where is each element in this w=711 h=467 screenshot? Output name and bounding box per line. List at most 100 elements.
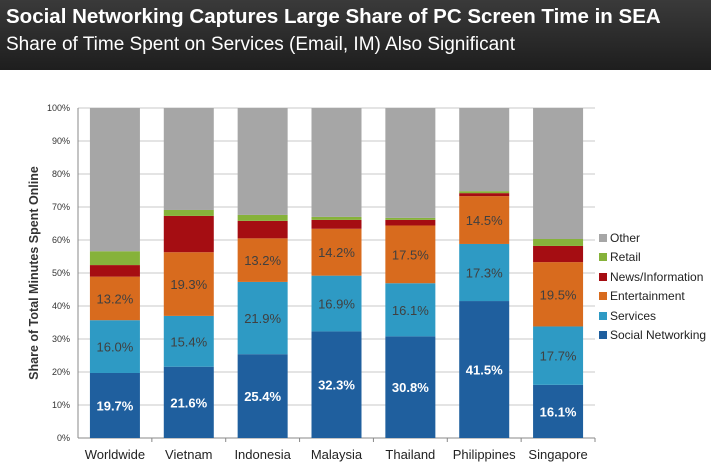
bar-segment-services	[163, 315, 214, 367]
bar-segment-news-information	[533, 245, 584, 263]
bar-segment-services	[385, 283, 436, 337]
x-tick-label: Worldwide	[85, 447, 145, 462]
bar-segment-news-information	[311, 219, 362, 229]
data-label: 41.5%	[466, 363, 503, 378]
bar-segment-other	[237, 108, 288, 215]
bar-segment-news-information	[163, 215, 214, 253]
data-label: 19.7%	[96, 398, 133, 413]
legend-item: Other	[599, 228, 706, 248]
bar-segment-other	[311, 108, 362, 217]
y-tick-label: 20%	[52, 367, 70, 377]
data-label: 14.2%	[318, 245, 355, 260]
y-tick-label: 10%	[52, 400, 70, 410]
legend-item: Retail	[599, 248, 706, 268]
data-label: 16.1%	[392, 303, 429, 318]
page-title: Social Networking Captures Large Share o…	[6, 5, 661, 28]
x-tick-label: Indonesia	[234, 447, 291, 462]
y-tick-label: 90%	[52, 136, 70, 146]
x-tick-label: Vietnam	[165, 447, 212, 462]
bar-segment-entertainment	[311, 228, 362, 276]
bar-segment-news-information	[237, 220, 288, 239]
y-tick-label: 100%	[47, 103, 70, 113]
data-label: 19.5%	[540, 287, 577, 302]
bar-segment-entertainment	[459, 196, 510, 244]
data-label: 13.2%	[244, 253, 281, 268]
data-label: 13.2%	[96, 291, 133, 306]
data-label: 17.5%	[392, 247, 429, 262]
data-label: 19.3%	[170, 277, 207, 292]
data-label: 30.8%	[392, 380, 429, 395]
legend-label: News/Information	[610, 269, 704, 284]
data-label: 15.4%	[170, 334, 207, 349]
bar-segment-services	[533, 326, 584, 385]
bar-segment-retail	[533, 239, 584, 246]
legend-item: Services	[599, 306, 706, 326]
bar-segment-other	[459, 108, 510, 192]
data-label: 25.4%	[244, 389, 281, 404]
page-subtitle: Share of Time Spent on Services (Email, …	[6, 34, 515, 55]
bar-segment-services	[89, 320, 140, 373]
bar-segment-other	[89, 108, 140, 252]
bar-segment-services	[459, 243, 510, 302]
bar-segment-retail	[237, 214, 288, 221]
data-label: 21.9%	[244, 311, 281, 326]
bar-segment-social-networking	[533, 384, 584, 438]
y-axis-title: Share of Total Minutes Spent Online	[27, 166, 41, 380]
legend-item: News/Information	[599, 267, 706, 287]
x-tick-label: Philippines	[453, 447, 516, 462]
bar-segment-entertainment	[237, 238, 288, 282]
chart-legend: Other Retail News/Information Entertainment…	[599, 228, 706, 345]
bar-segment-entertainment	[533, 262, 584, 327]
legend-item: Social Networking	[599, 326, 706, 346]
bar-segment-social-networking	[237, 354, 288, 438]
bar-segment-entertainment	[385, 225, 436, 284]
bar-segment-retail	[385, 217, 436, 220]
legend-swatch	[599, 292, 607, 301]
bar-segment-other	[163, 108, 214, 210]
legend-swatch	[599, 233, 607, 242]
bar-segment-services	[237, 281, 288, 355]
data-label: 16.0%	[96, 340, 133, 355]
bar-segment-retail	[89, 251, 140, 266]
legend-label: Social Networking	[610, 328, 707, 343]
bar-segment-social-networking	[89, 372, 140, 438]
y-tick-label: 60%	[52, 235, 70, 245]
bar-segment-news-information	[89, 265, 140, 277]
bar-segment-social-networking	[385, 336, 436, 438]
bar-segment-retail	[459, 191, 510, 194]
legend-swatch	[599, 272, 607, 281]
y-tick-label: 50%	[52, 268, 70, 278]
y-tick-label: 0%	[57, 433, 70, 443]
data-label: 17.7%	[540, 349, 577, 364]
legend-swatch	[599, 331, 607, 340]
data-label: 21.6%	[170, 395, 207, 410]
legend-label: Services	[610, 308, 657, 323]
header-band: Social Networking Captures Large Share o…	[0, 0, 711, 70]
bar-segment-entertainment	[89, 276, 140, 321]
bar-segment-other	[385, 108, 436, 218]
y-tick-label: 80%	[52, 169, 70, 179]
bar-segment-entertainment	[163, 252, 214, 316]
bar-segment-news-information	[459, 193, 510, 197]
legend-swatch	[599, 311, 607, 320]
y-tick-label: 70%	[52, 202, 70, 212]
bar-segment-services	[311, 275, 362, 332]
bar-segment-social-networking	[311, 331, 362, 438]
x-tick-label: Malaysia	[311, 447, 363, 462]
bar-segment-retail	[163, 209, 214, 216]
data-label: 16.9%	[318, 297, 355, 312]
y-tick-label: 40%	[52, 301, 70, 311]
bar-segment-social-networking	[459, 301, 510, 438]
y-tick-label: 30%	[52, 334, 70, 344]
bar-segment-news-information	[385, 219, 436, 226]
legend-item: Entertainment	[599, 287, 706, 307]
bar-segment-retail	[311, 216, 362, 220]
legend-swatch	[599, 253, 607, 262]
x-tick-label: Singapore	[528, 447, 587, 462]
legend-label: Retail	[610, 250, 641, 265]
x-tick-label: Thailand	[385, 447, 435, 462]
bar-segment-social-networking	[163, 366, 214, 438]
data-label: 17.3%	[466, 266, 503, 281]
data-label: 16.1%	[540, 404, 577, 419]
